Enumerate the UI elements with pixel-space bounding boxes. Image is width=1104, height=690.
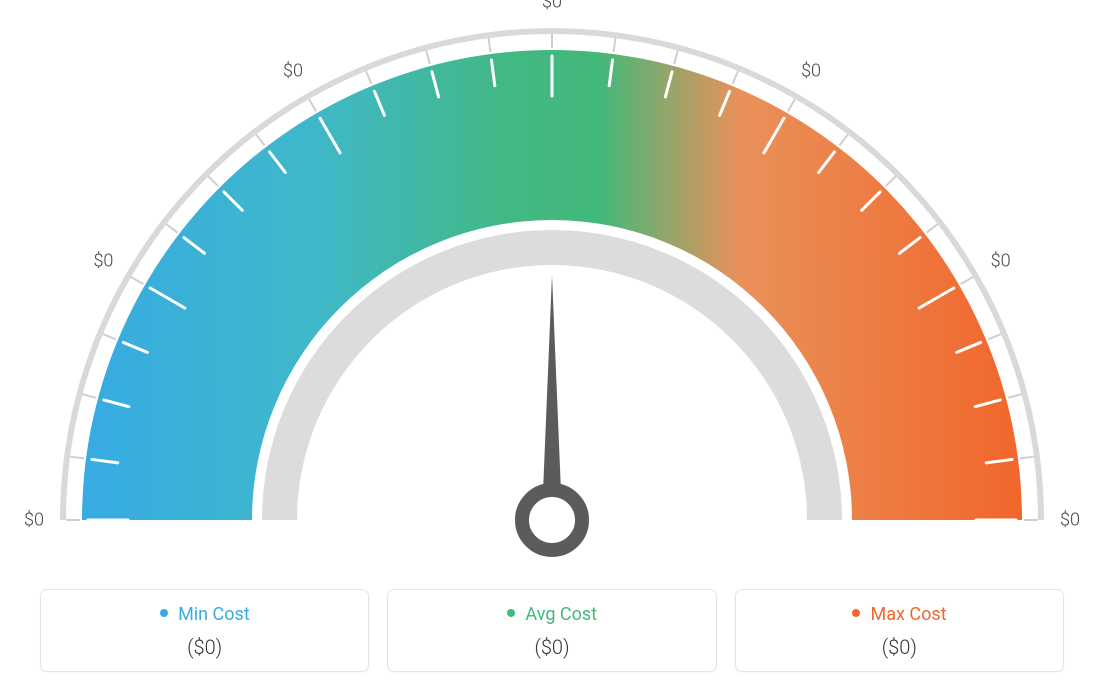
legend-label-min: Min Cost — [178, 604, 250, 625]
gauge-chart-container: $0 $0 $0 $0 $0 $0 $0 Min Cost ($0) Avg Cost ($… — [0, 0, 1104, 690]
scale-label: $0 — [991, 250, 1011, 271]
gauge-svg — [0, 0, 1104, 560]
legend-dot-min — [160, 609, 168, 617]
gauge-area: $0 $0 $0 $0 $0 $0 $0 — [0, 0, 1104, 560]
legend-title-min: Min Cost — [51, 604, 358, 625]
legend-title-avg: Avg Cost — [398, 604, 705, 625]
legend-dot-avg — [507, 609, 515, 617]
legend-row: Min Cost ($0) Avg Cost ($0) Max Cost ($0… — [40, 589, 1064, 672]
legend-dot-max — [852, 609, 860, 617]
legend-label-max: Max Cost — [871, 604, 947, 625]
scale-label: $0 — [542, 0, 562, 13]
legend-title-max: Max Cost — [746, 604, 1053, 625]
scale-label: $0 — [801, 61, 821, 82]
legend-card-min: Min Cost ($0) — [40, 589, 369, 672]
legend-value-min: ($0) — [51, 635, 358, 659]
legend-label-avg: Avg Cost — [525, 604, 597, 625]
legend-card-avg: Avg Cost ($0) — [387, 589, 716, 672]
scale-label: $0 — [24, 510, 44, 531]
scale-label: $0 — [1060, 510, 1080, 531]
scale-label: $0 — [93, 250, 113, 271]
legend-card-max: Max Cost ($0) — [735, 589, 1064, 672]
legend-value-avg: ($0) — [398, 635, 705, 659]
scale-label: $0 — [283, 61, 303, 82]
legend-value-max: ($0) — [746, 635, 1053, 659]
